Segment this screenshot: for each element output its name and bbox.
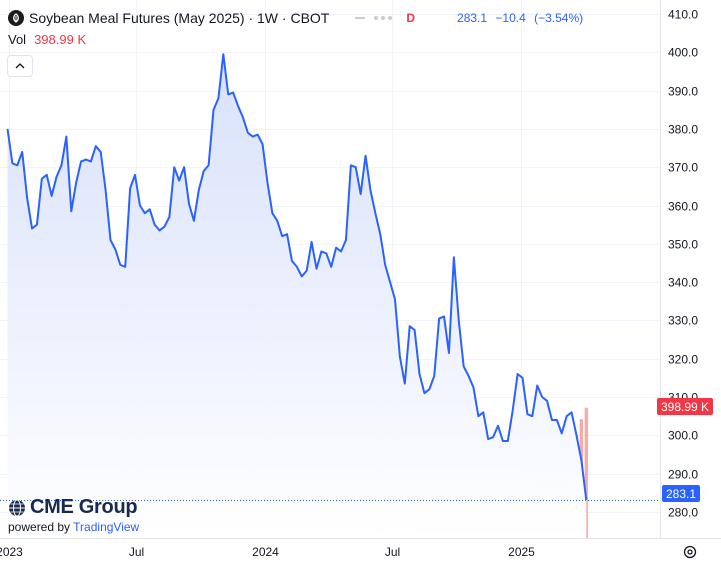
y-tick-label: 370.0 bbox=[668, 161, 698, 175]
x-tick-label: 2023 bbox=[0, 545, 23, 559]
time-axis[interactable]: 2023 Jul 2024 Jul 2025 bbox=[0, 545, 535, 559]
price-axis[interactable]: 410.0 400.0 390.0 380.0 370.0 360.0 350.0 340.0… bbox=[668, 8, 698, 520]
brand-name: CME Group bbox=[30, 496, 138, 518]
collapse-legend-button[interactable] bbox=[7, 55, 33, 77]
symbol-logo-icon bbox=[8, 10, 24, 26]
y-tick-label: 350.0 bbox=[668, 238, 698, 252]
powered-prefix: powered by bbox=[8, 520, 71, 534]
title-separator: · bbox=[248, 10, 254, 26]
x-tick-label: 2025 bbox=[508, 545, 535, 559]
delayed-flag[interactable]: D bbox=[406, 11, 416, 25]
symbol-title[interactable]: Soybean Meal Futures (May 2025) bbox=[29, 10, 245, 26]
last-tag-label: 283.1 bbox=[666, 486, 697, 501]
y-tick-label: 390.0 bbox=[668, 85, 698, 99]
x-tick-label: 2024 bbox=[252, 545, 279, 559]
quote-values: 283.1 −10.4 (−3.54%) bbox=[457, 11, 588, 25]
powered-name: TradingView bbox=[73, 520, 140, 534]
y-tick-label: 300.0 bbox=[668, 429, 698, 443]
price-change-pct: (−3.54%) bbox=[534, 11, 584, 25]
interval-label[interactable]: 1W bbox=[257, 10, 279, 26]
y-tick-label: 410.0 bbox=[668, 8, 698, 22]
price-area-fill bbox=[7, 54, 587, 538]
y-tick-label: 330.0 bbox=[668, 314, 698, 328]
y-tick-label: 290.0 bbox=[668, 468, 698, 482]
x-tick-label: Jul bbox=[385, 545, 400, 559]
cme-globe-icon bbox=[9, 499, 25, 516]
volume-legend: Vol 398.99 K bbox=[8, 32, 86, 47]
volume-bar bbox=[584, 407, 588, 538]
volume-tag-label: 398.99 K bbox=[661, 399, 710, 414]
y-tick-label: 340.0 bbox=[668, 276, 698, 290]
price-line bbox=[6, 53, 588, 501]
y-tick-label: 320.0 bbox=[668, 353, 698, 367]
price-line-group bbox=[0, 53, 660, 501]
title-separator-2: · bbox=[281, 10, 287, 26]
market-status-icon[interactable] bbox=[355, 16, 393, 20]
y-tick-label: 400.0 bbox=[668, 46, 698, 60]
volume-price-tag: 398.99 K bbox=[657, 398, 714, 415]
settings-gear-icon[interactable] bbox=[682, 544, 698, 560]
price-area bbox=[7, 54, 587, 538]
volume-value: 398.99 K bbox=[34, 32, 87, 47]
x-tick-label: Jul bbox=[129, 545, 144, 559]
powered-by-line: powered by TradingView bbox=[8, 520, 139, 534]
y-tick-label: 380.0 bbox=[668, 123, 698, 137]
legend-header: Soybean Meal Futures (May 2025) · 1W · C… bbox=[8, 8, 588, 28]
volume-label[interactable]: Vol bbox=[8, 32, 27, 47]
exchange-label[interactable]: CBOT bbox=[290, 10, 330, 26]
y-tick-label: 360.0 bbox=[668, 200, 698, 214]
last-price-tag: 283.1 bbox=[662, 485, 701, 502]
y-tick-label: 280.0 bbox=[668, 506, 698, 520]
price-change: −10.4 bbox=[495, 11, 526, 25]
brand-watermark[interactable]: CME Group powered by TradingView bbox=[8, 496, 139, 534]
last-price: 283.1 bbox=[457, 11, 488, 25]
chevron-up-icon bbox=[15, 63, 25, 69]
